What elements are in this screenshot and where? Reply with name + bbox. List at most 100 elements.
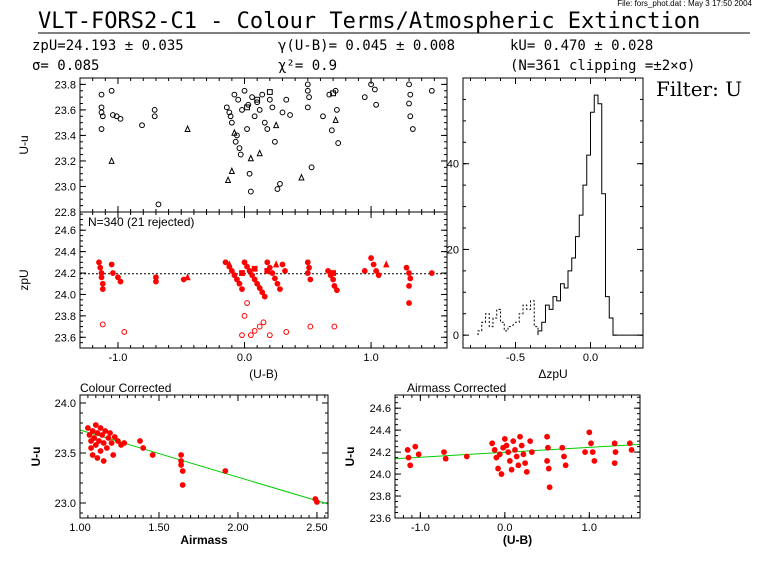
data-point (228, 167, 236, 175)
bottom-right-points (404, 429, 635, 491)
data-point (260, 319, 267, 326)
data-point (383, 260, 390, 268)
data-point (234, 276, 240, 283)
data-point (406, 282, 412, 289)
x-tick-label: 0.0 (497, 522, 512, 534)
y-tick-label: 24.0 (370, 469, 391, 481)
data-point (99, 113, 106, 120)
y-tick-label: 23.6 (55, 105, 76, 117)
y-tick-label: 23.6 (55, 332, 76, 344)
data-point (510, 438, 517, 445)
data-point (274, 280, 281, 287)
data-point (121, 440, 128, 446)
data-point (117, 115, 124, 122)
data-point (586, 429, 593, 436)
data-point (241, 312, 248, 319)
extinction-stat: kU= 0.470 ± 0.028 (510, 38, 653, 54)
data-point (86, 432, 93, 438)
data-point (244, 104, 250, 111)
data-point (368, 81, 374, 88)
bottom-left-points (84, 422, 320, 505)
x-tick-label: 1.00 (69, 522, 90, 534)
data-point (588, 440, 594, 447)
y-tick-label: 23.4 (55, 130, 76, 142)
data-point (99, 286, 106, 293)
data-point (493, 454, 500, 461)
panel-histogram: -0.5 0.0 0 20 40 ΔzpU (447, 77, 643, 381)
data-point (512, 447, 518, 453)
data-point (223, 104, 230, 111)
y-tick-label: 24.2 (370, 447, 391, 459)
data-point (518, 442, 525, 449)
data-point (611, 440, 618, 447)
y-tick-label: 23.0 (55, 498, 76, 510)
data-point (226, 109, 233, 116)
data-point (84, 425, 91, 431)
data-point (508, 466, 515, 473)
data-point (92, 442, 99, 448)
data-point (96, 438, 102, 444)
data-point (97, 264, 104, 271)
data-point (153, 278, 159, 285)
data-point (335, 140, 342, 146)
data-point (184, 124, 191, 132)
data-point (266, 332, 273, 339)
data-point (405, 454, 412, 461)
panel-colour-term-frame (79, 77, 448, 213)
data-point (246, 170, 253, 177)
panel-zeropoint-frame (79, 211, 448, 349)
data-point (582, 449, 588, 456)
data-point (98, 91, 105, 98)
clipping-stat: (N=361 clipping =±2×σ) (510, 58, 695, 74)
data-point (222, 468, 229, 474)
data-point (244, 126, 250, 132)
data-point (412, 443, 419, 450)
data-point (149, 452, 156, 458)
x-tick-label: 2.50 (306, 522, 327, 534)
data-point (314, 499, 320, 505)
y-tick-label: 23.2 (55, 156, 76, 168)
data-point (256, 107, 263, 113)
data-point (111, 434, 118, 440)
data-point (239, 332, 245, 339)
data-point (110, 112, 116, 118)
data-point (117, 278, 124, 285)
data-point (277, 286, 283, 293)
data-point (94, 430, 101, 436)
y-tick-label: 24.0 (55, 398, 76, 410)
data-point (241, 87, 248, 94)
data-point (330, 276, 337, 283)
data-point (407, 91, 414, 98)
data-point (251, 327, 258, 334)
data-point (407, 113, 414, 120)
data-point (591, 457, 598, 464)
data-point (235, 96, 242, 103)
data-point (179, 468, 186, 474)
data-point (546, 484, 553, 491)
data-point (226, 260, 233, 268)
y-axis-label: U-u (29, 447, 43, 467)
y-tick-label: 22.8 (55, 207, 76, 219)
y-tick-label: 23.0 (55, 181, 76, 193)
y-tick-label: 40 (447, 159, 459, 171)
x-tick-label: 2.00 (227, 522, 248, 534)
data-point (331, 323, 338, 330)
data-point (406, 81, 412, 88)
data-point (361, 267, 368, 274)
x-tick-label: 1.0 (582, 522, 597, 534)
data-point (247, 154, 255, 162)
data-point (155, 201, 162, 208)
sigma-stat: σ= 0.085 (32, 58, 99, 74)
data-point (108, 156, 115, 164)
data-point (283, 96, 290, 103)
data-point (406, 100, 412, 107)
data-point (108, 261, 115, 268)
histogram-accepted (537, 94, 617, 336)
filter-label: Filter: U (656, 77, 742, 101)
data-point (256, 149, 263, 157)
x-tick-label: 1.50 (148, 522, 169, 534)
y-tick-label: 23.8 (55, 311, 76, 323)
data-point (98, 126, 105, 132)
